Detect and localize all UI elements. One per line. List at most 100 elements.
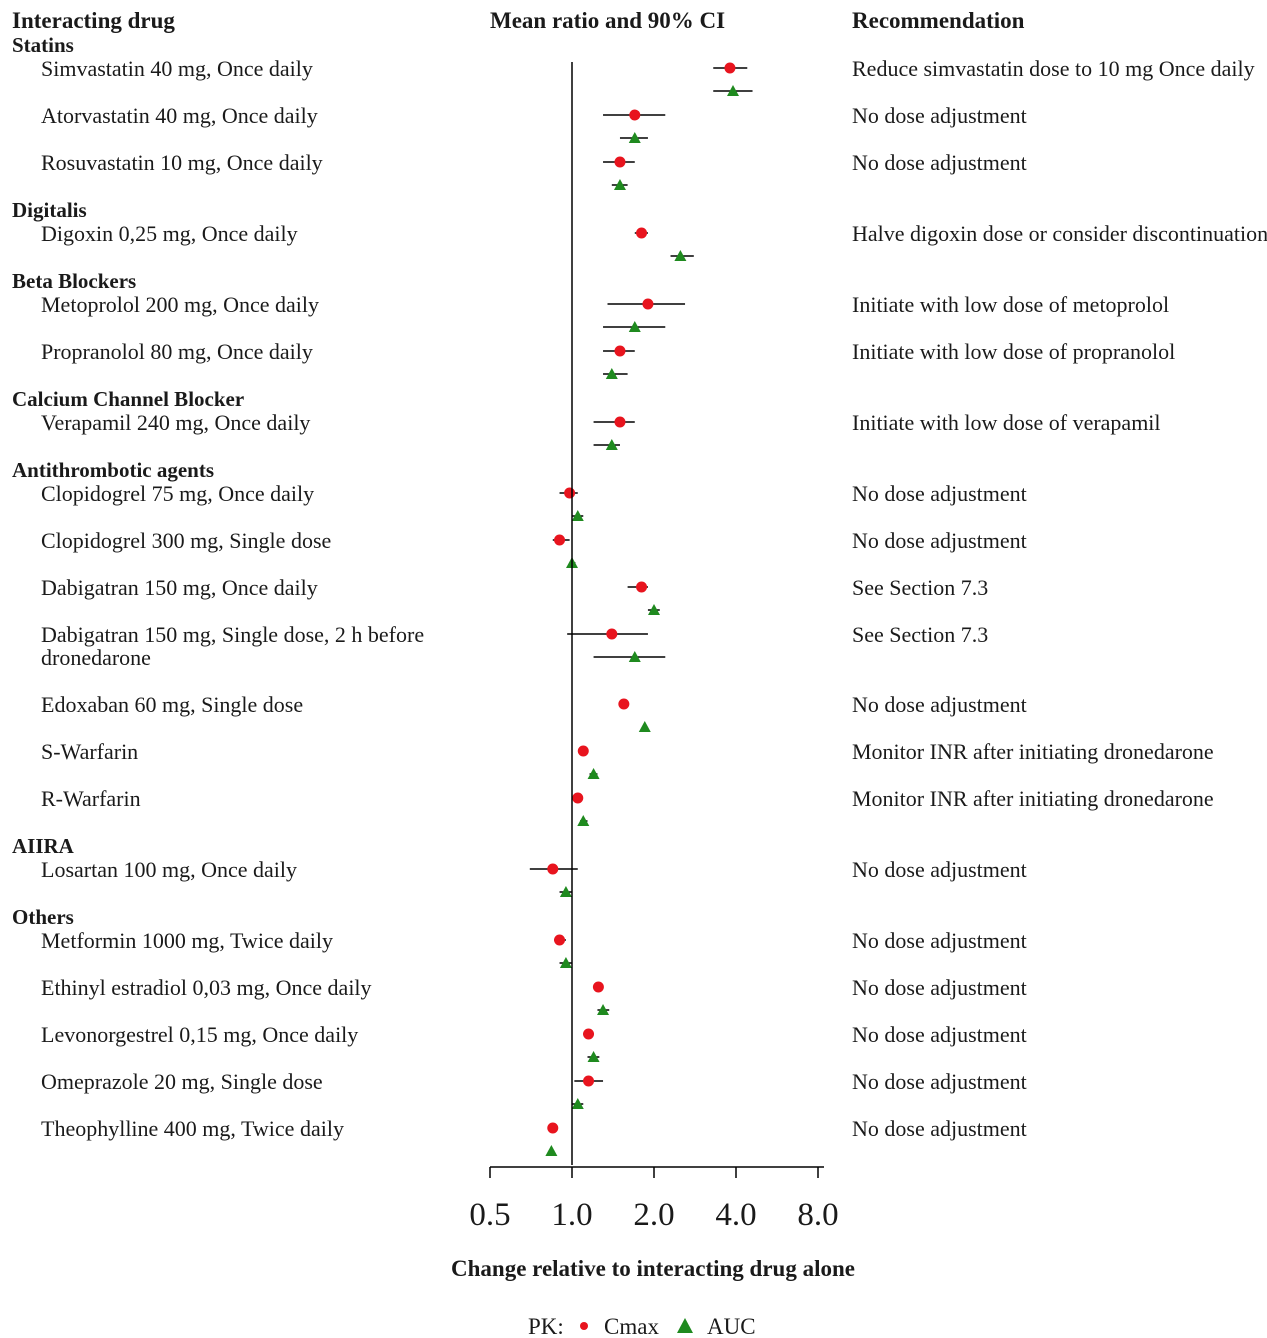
drug-label-line: Metoprolol 200 mg, Once daily	[41, 292, 319, 317]
drug-label-line: Rosuvastatin 10 mg, Once daily	[41, 150, 323, 175]
drug-label-line: Dabigatran 150 mg, Single dose, 2 h befo…	[41, 622, 424, 647]
cmax-point	[724, 62, 736, 74]
auc-point	[674, 250, 687, 261]
drug-label: Propranolol 80 mg, Once daily	[41, 339, 313, 364]
auc-point	[559, 957, 572, 968]
auc-point	[727, 85, 740, 96]
legend: PK: Cmax AUC	[528, 1314, 756, 1338]
cmax-point	[577, 745, 589, 757]
drug-label: Losartan 100 mg, Once daily	[41, 857, 297, 882]
cmax-point	[636, 227, 648, 239]
recommendation-text: No dose adjustment	[852, 692, 1027, 717]
group-label: Statins	[12, 33, 74, 57]
recommendation-text: Monitor INR after initiating dronedarone	[852, 739, 1214, 764]
auc-point	[571, 510, 584, 521]
legend-prefix: PK:	[528, 1314, 564, 1338]
drug-label-line: Levonorgestrel 0,15 mg, Once daily	[41, 1022, 358, 1047]
legend-auc-label: AUC	[707, 1314, 756, 1338]
drug-label: Metformin 1000 mg, Twice daily	[41, 928, 333, 953]
cmax-point	[629, 109, 641, 121]
cmax-point	[614, 416, 626, 428]
cmax-point	[583, 1028, 595, 1040]
drug-label-line: Theophylline 400 mg, Twice daily	[41, 1116, 344, 1141]
recommendation-text: No dose adjustment	[852, 528, 1027, 553]
drug-label-line: Clopidogrel 300 mg, Single dose	[41, 528, 331, 553]
recommendation-text: Initiate with low dose of metoprolol	[852, 292, 1169, 317]
auc-point	[587, 1051, 600, 1062]
auc-point	[545, 1145, 558, 1156]
drug-label: Clopidogrel 300 mg, Single dose	[41, 528, 331, 553]
x-axis-label: Change relative to interacting drug alon…	[451, 1256, 855, 1281]
drug-label-line: dronedarone	[41, 645, 151, 670]
drug-label-line: R-Warfarin	[41, 786, 141, 811]
drug-label: Dabigatran 150 mg, Once daily	[41, 575, 318, 600]
auc-point	[605, 368, 618, 379]
auc-point	[613, 179, 626, 190]
cmax-point	[554, 534, 566, 546]
drug-label-line: Omeprazole 20 mg, Single dose	[41, 1069, 323, 1094]
group-label: Others	[12, 905, 74, 929]
drug-label-line: Edoxaban 60 mg, Single dose	[41, 692, 303, 717]
auc-point	[577, 815, 590, 826]
drug-label: Simvastatin 40 mg, Once daily	[41, 56, 313, 81]
drug-label-line: Ethinyl estradiol 0,03 mg, Once daily	[41, 975, 372, 1000]
group-label: Beta Blockers	[12, 269, 136, 293]
legend-auc-marker	[677, 1318, 693, 1333]
group-label: Digitalis	[12, 198, 87, 222]
x-axis: 0.5 1.0 2.0 4.0 8.0	[469, 62, 839, 1233]
drug-label-line: Verapamil 240 mg, Once daily	[41, 410, 310, 435]
recommendation-text: Halve digoxin dose or consider discontin…	[852, 221, 1267, 246]
cmax-point	[547, 863, 559, 875]
auc-point	[628, 321, 641, 332]
drug-label: Metoprolol 200 mg, Once daily	[41, 292, 319, 317]
cmax-point	[592, 981, 604, 993]
drug-label: Digoxin 0,25 mg, Once daily	[41, 221, 298, 246]
drug-label-line: Propranolol 80 mg, Once daily	[41, 339, 313, 364]
cmax-point	[572, 792, 584, 804]
header-interacting-drug: Interacting drug	[12, 8, 175, 33]
drug-label-line: S-Warfarin	[41, 739, 138, 764]
cmax-point	[636, 581, 648, 593]
cmax-point	[554, 934, 566, 946]
recommendation-text: No dose adjustment	[852, 1116, 1027, 1141]
recommendation-text: Reduce simvastatin dose to 10 mg Once da…	[852, 56, 1255, 81]
recommendation-text: No dose adjustment	[852, 103, 1027, 128]
recommendation-text: No dose adjustment	[852, 1069, 1027, 1094]
header-recommendation: Recommendation	[852, 8, 1025, 33]
cmax-point	[606, 628, 618, 640]
x-tick-label: 2.0	[633, 1197, 674, 1233]
drug-label: Levonorgestrel 0,15 mg, Once daily	[41, 1022, 358, 1047]
drug-label: Omeprazole 20 mg, Single dose	[41, 1069, 323, 1094]
cmax-point	[547, 1122, 559, 1134]
drug-label-line: Digoxin 0,25 mg, Once daily	[41, 221, 298, 246]
recommendation-text: See Section 7.3	[852, 622, 988, 647]
drug-label: Theophylline 400 mg, Twice daily	[41, 1116, 344, 1141]
auc-point	[587, 768, 600, 779]
recommendation-text: No dose adjustment	[852, 481, 1027, 506]
cmax-point	[564, 487, 576, 499]
drug-label: Dabigatran 150 mg, Single dose, 2 h befo…	[41, 622, 424, 670]
auc-point	[628, 132, 641, 143]
legend-cmax-marker	[580, 1322, 588, 1330]
recommendation-text: No dose adjustment	[852, 857, 1027, 882]
auc-point	[571, 1098, 584, 1109]
drug-label: S-Warfarin	[41, 739, 138, 764]
drug-label: Atorvastatin 40 mg, Once daily	[41, 103, 318, 128]
auc-point	[559, 886, 572, 897]
drug-label-line: Atorvastatin 40 mg, Once daily	[41, 103, 318, 128]
x-tick-label: 1.0	[551, 1197, 592, 1233]
recommendation-text: No dose adjustment	[852, 928, 1027, 953]
auc-point	[638, 721, 651, 732]
cmax-point	[583, 1075, 595, 1087]
drug-label-line: Clopidogrel 75 mg, Once daily	[41, 481, 314, 506]
drug-label-line: Dabigatran 150 mg, Once daily	[41, 575, 318, 600]
recommendation-text: See Section 7.3	[852, 575, 988, 600]
recommendation-text: No dose adjustment	[852, 975, 1027, 1000]
group-label: Calcium Channel Blocker	[12, 387, 244, 411]
auc-point	[605, 439, 618, 450]
recommendation-text: Monitor INR after initiating dronedarone	[852, 786, 1214, 811]
drug-label: Edoxaban 60 mg, Single dose	[41, 692, 303, 717]
auc-point	[648, 604, 660, 615]
x-tick-label: 4.0	[715, 1197, 756, 1233]
